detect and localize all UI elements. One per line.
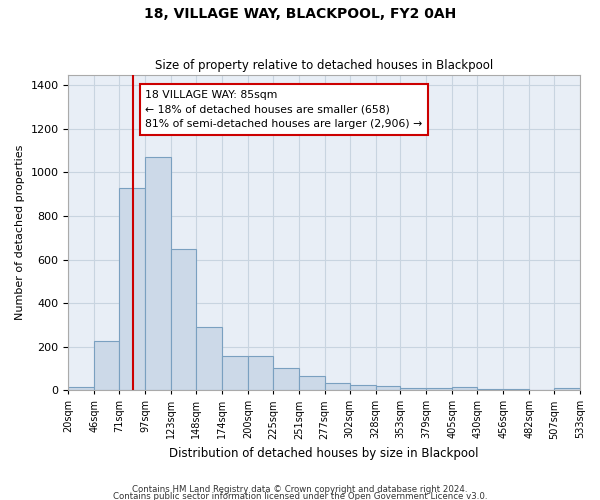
Bar: [94, 341, 119, 390]
Bar: [222, 356, 248, 390]
Text: 18, VILLAGE WAY, BLACKPOOL, FY2 0AH: 18, VILLAGE WAY, BLACKPOOL, FY2 0AH: [144, 8, 456, 22]
Bar: [452, 387, 477, 390]
Text: Contains public sector information licensed under the Open Government Licence v3: Contains public sector information licen…: [113, 492, 487, 500]
Y-axis label: Number of detached properties: Number of detached properties: [15, 144, 25, 320]
Bar: [325, 382, 350, 390]
Bar: [145, 158, 171, 390]
X-axis label: Distribution of detached houses by size in Blackpool: Distribution of detached houses by size …: [169, 447, 479, 460]
Bar: [376, 386, 400, 390]
Bar: [273, 368, 299, 390]
Bar: [477, 389, 503, 390]
Bar: [196, 327, 222, 390]
Text: Contains HM Land Registry data © Crown copyright and database right 2024.: Contains HM Land Registry data © Crown c…: [132, 486, 468, 494]
Bar: [171, 248, 196, 390]
Bar: [119, 188, 145, 390]
Text: 18 VILLAGE WAY: 85sqm
← 18% of detached houses are smaller (658)
81% of semi-det: 18 VILLAGE WAY: 85sqm ← 18% of detached …: [145, 90, 422, 130]
Bar: [68, 387, 94, 390]
Title: Size of property relative to detached houses in Blackpool: Size of property relative to detached ho…: [155, 59, 493, 72]
Bar: [299, 376, 325, 390]
Bar: [248, 356, 273, 390]
Bar: [427, 388, 452, 390]
Bar: [503, 389, 529, 390]
Bar: [350, 384, 376, 390]
Bar: [400, 388, 427, 390]
Bar: [554, 388, 580, 390]
